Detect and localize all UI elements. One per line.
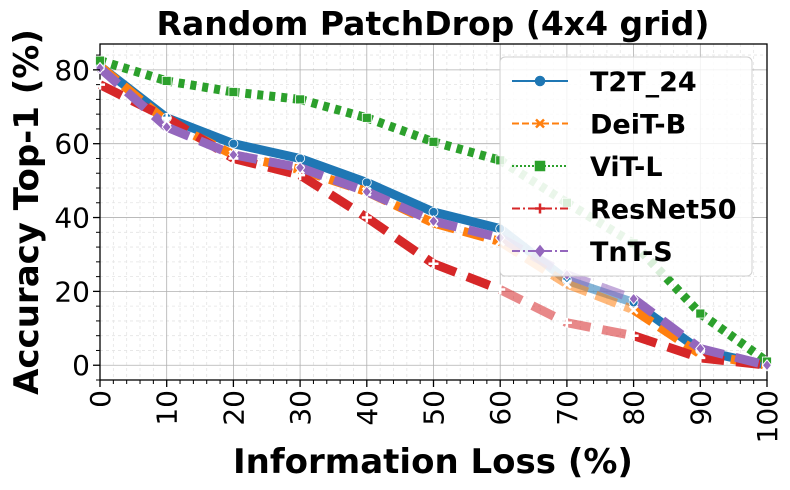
data-point-tnt-s [94,61,106,75]
series-line-deit-b [565,279,636,315]
data-point-tnt-s [228,148,239,162]
series-line-vit-l [165,76,235,97]
y-axis-label: Accuracy Top-1 (%) [7,29,47,395]
series-line-t2t-24 [362,177,438,217]
y-tick-label: 80 [54,54,90,87]
x-tick-label: 60 [484,390,517,426]
x-tick-label: 70 [551,390,584,426]
data-point-deit-b [628,304,639,315]
data-point-vit-l [161,76,172,86]
series-line-resnet50 [164,114,236,163]
chart-title: Random PatchDrop (4x4 grid) [157,4,710,43]
x-tick-label: 50 [418,390,451,426]
data-point-resnet50 [428,258,439,269]
series-line-vit-l [232,87,301,104]
x-axis-label: Information Loss (%) [233,442,633,482]
series-line-vit-l [298,95,369,123]
data-point-tnt-s [428,214,439,228]
data-point-vit-l [228,87,239,97]
data-point-vit-l [361,112,372,123]
x-tick-label: 100 [751,390,784,443]
legend-label-deit-b: DeiT-B [590,110,686,141]
x-tick-label: 90 [684,390,717,426]
series-line-vit-l [365,113,436,147]
x-tick-label: 0 [84,390,117,408]
x-tick-label: 30 [284,390,317,426]
data-point-tnt-s [161,120,172,134]
data-point-tnt-s [294,161,306,174]
series-line-tnt-s [97,64,170,131]
tick-layer: 0 10 20 30 40 50 60 70 80 90 100 0 20 40 60 80 [54,54,784,444]
legend-marker-resnet50 [535,203,545,214]
series-line-t2t-24 [429,207,505,234]
legend-marker-tnt-s [534,244,546,258]
series-line-deit-b [631,306,703,358]
series-line-tnt-s [164,122,236,159]
series-line-t2t-24 [228,139,305,163]
series-line-t2t-24 [295,153,372,187]
x-tick-label: 40 [351,390,384,426]
series-line-resnet50 [498,285,569,327]
data-point-resnet50 [495,284,506,295]
data-point-t2t-24 [228,138,239,149]
legend-marker-deit-b [535,118,545,129]
series-line-tnt-s [565,270,636,304]
series-line-tnt-s [298,163,369,196]
series-line-vit-l [697,309,770,366]
data-point-tnt-s [628,292,639,306]
x-tick-label: 80 [618,390,651,426]
series-line-resnet50 [364,213,437,268]
x-tick-label: 10 [151,390,184,426]
y-tick-label: 20 [54,275,90,308]
data-point-tnt-s [695,342,706,355]
series-line-tnt-s [364,187,436,226]
legend-label-vit-l: ViT-L [590,152,663,183]
data-point-vit-l [695,308,706,319]
series-line-resnet50 [431,259,502,294]
legend-label-resnet50: ResNet50 [590,195,737,226]
legend-marker-vit-l [534,160,546,172]
series-line-tnt-s [699,344,769,370]
data-point-vit-l [428,136,439,147]
legend-label-t2t-24: T2T_24 [590,67,697,98]
legend-marker-t2t-24 [534,75,546,87]
series-line-resnet50 [297,171,370,222]
legend-box [499,56,753,277]
data-point-vit-l [295,94,306,105]
y-tick-label: 0 [72,349,90,382]
series-line-tnt-s [232,150,301,173]
legend-label-tnt-s: TnT-S [590,237,673,268]
series-line-tnt-s [630,295,703,353]
data-point-tnt-s [761,358,773,372]
data-point-resnet50 [561,317,572,328]
series-line-tnt-s [432,216,502,243]
data-point-resnet50 [628,330,639,341]
data-point-tnt-s [361,185,372,198]
y-tick-label: 60 [54,128,90,161]
y-tick-label: 40 [54,202,90,235]
series-line-resnet50 [566,318,635,341]
data-point-deit-b [562,279,572,289]
series-line-vit-l [432,137,502,165]
x-tick-label: 20 [217,390,250,426]
data-point-resnet50 [361,212,372,223]
legend: T2T_24 DeiT-B ViT-L ResNet50 TnT-S [499,56,753,277]
series-line-resnet50 [632,331,702,363]
